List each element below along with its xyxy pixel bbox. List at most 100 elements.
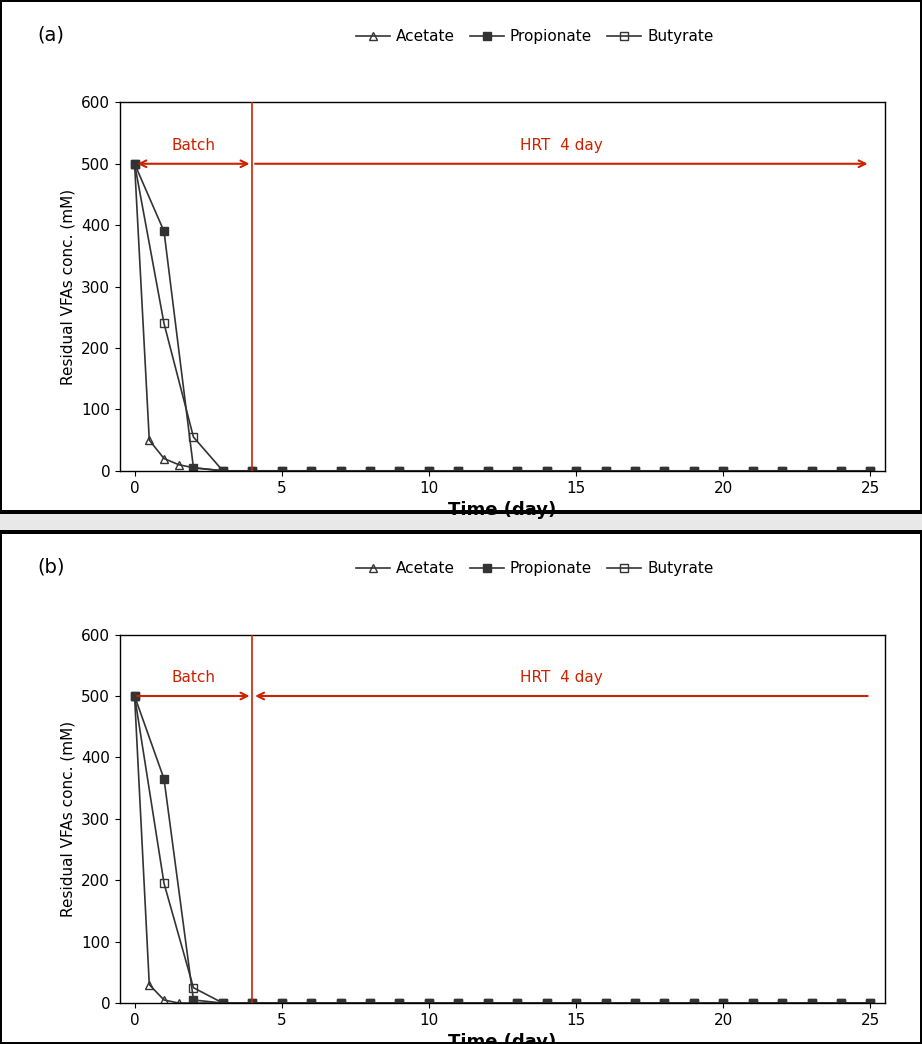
Propionate xyxy=(659,465,670,477)
Propionate xyxy=(541,997,552,1010)
Butyrate xyxy=(394,465,405,477)
Propionate xyxy=(423,997,434,1010)
Acetate xyxy=(571,997,582,1010)
Acetate xyxy=(659,465,670,477)
Acetate xyxy=(129,158,140,170)
Acetate xyxy=(306,465,317,477)
Propionate xyxy=(218,997,229,1010)
Propionate xyxy=(835,997,846,1010)
Propionate xyxy=(571,465,582,477)
Acetate xyxy=(144,434,155,447)
Propionate xyxy=(277,997,288,1010)
Butyrate xyxy=(482,465,493,477)
Butyrate xyxy=(423,997,434,1010)
Butyrate xyxy=(482,997,493,1010)
Propionate xyxy=(482,997,493,1010)
Butyrate xyxy=(394,997,405,1010)
Acetate xyxy=(159,994,170,1006)
Propionate xyxy=(688,465,699,477)
Y-axis label: Residual VFAs conc. (mM): Residual VFAs conc. (mM) xyxy=(61,189,76,384)
Acetate xyxy=(364,465,375,477)
Propionate xyxy=(218,465,229,477)
Acetate xyxy=(188,461,199,474)
Acetate xyxy=(218,465,229,477)
Butyrate xyxy=(453,465,464,477)
Acetate xyxy=(835,997,846,1010)
Acetate xyxy=(188,997,199,1010)
Acetate xyxy=(512,997,523,1010)
Acetate xyxy=(659,997,670,1010)
Butyrate xyxy=(630,997,641,1010)
Acetate xyxy=(159,452,170,465)
Butyrate xyxy=(188,431,199,444)
Butyrate xyxy=(865,465,876,477)
Butyrate xyxy=(159,317,170,330)
Butyrate xyxy=(688,465,699,477)
Butyrate xyxy=(717,465,728,477)
Acetate xyxy=(482,997,493,1010)
Butyrate xyxy=(747,465,758,477)
Butyrate xyxy=(659,465,670,477)
Propionate xyxy=(806,465,817,477)
Line: Propionate: Propionate xyxy=(130,692,875,1007)
X-axis label: Time (day): Time (day) xyxy=(448,501,557,519)
Propionate xyxy=(247,997,258,1010)
Propionate xyxy=(335,997,346,1010)
Propionate xyxy=(306,997,317,1010)
Butyrate xyxy=(571,465,582,477)
Butyrate xyxy=(335,465,346,477)
Acetate xyxy=(423,465,434,477)
Butyrate xyxy=(423,465,434,477)
Propionate xyxy=(717,997,728,1010)
Butyrate xyxy=(688,997,699,1010)
Butyrate xyxy=(453,997,464,1010)
Butyrate xyxy=(306,997,317,1010)
Butyrate xyxy=(835,997,846,1010)
Propionate xyxy=(865,997,876,1010)
Acetate xyxy=(335,997,346,1010)
Butyrate xyxy=(188,981,199,994)
Acetate xyxy=(541,997,552,1010)
Acetate xyxy=(806,997,817,1010)
Butyrate xyxy=(512,997,523,1010)
Butyrate xyxy=(247,465,258,477)
Propionate xyxy=(776,997,787,1010)
Butyrate xyxy=(630,465,641,477)
Acetate xyxy=(247,997,258,1010)
Butyrate xyxy=(364,465,375,477)
Acetate xyxy=(277,465,288,477)
Propionate xyxy=(188,461,199,474)
Propionate xyxy=(512,465,523,477)
Propionate xyxy=(188,994,199,1006)
Propionate xyxy=(394,997,405,1010)
Acetate xyxy=(306,997,317,1010)
Butyrate xyxy=(218,997,229,1010)
Propionate xyxy=(247,465,258,477)
Butyrate xyxy=(306,465,317,477)
Propionate xyxy=(129,158,140,170)
Butyrate xyxy=(364,997,375,1010)
Acetate xyxy=(364,997,375,1010)
Acetate xyxy=(630,997,641,1010)
Propionate xyxy=(423,465,434,477)
Propionate xyxy=(159,226,170,238)
Acetate xyxy=(512,465,523,477)
Acetate xyxy=(129,690,140,703)
Acetate xyxy=(173,458,184,471)
Propionate xyxy=(512,997,523,1010)
Acetate xyxy=(688,997,699,1010)
Acetate xyxy=(865,465,876,477)
Acetate xyxy=(453,997,464,1010)
Acetate xyxy=(277,997,288,1010)
Text: HRT  4 day: HRT 4 day xyxy=(520,670,603,685)
Acetate xyxy=(453,465,464,477)
Propionate xyxy=(482,465,493,477)
Propionate xyxy=(659,997,670,1010)
Acetate xyxy=(806,465,817,477)
Acetate xyxy=(776,997,787,1010)
Propionate xyxy=(335,465,346,477)
Propionate xyxy=(717,465,728,477)
Acetate xyxy=(144,978,155,991)
Acetate xyxy=(717,465,728,477)
Propionate xyxy=(306,465,317,477)
